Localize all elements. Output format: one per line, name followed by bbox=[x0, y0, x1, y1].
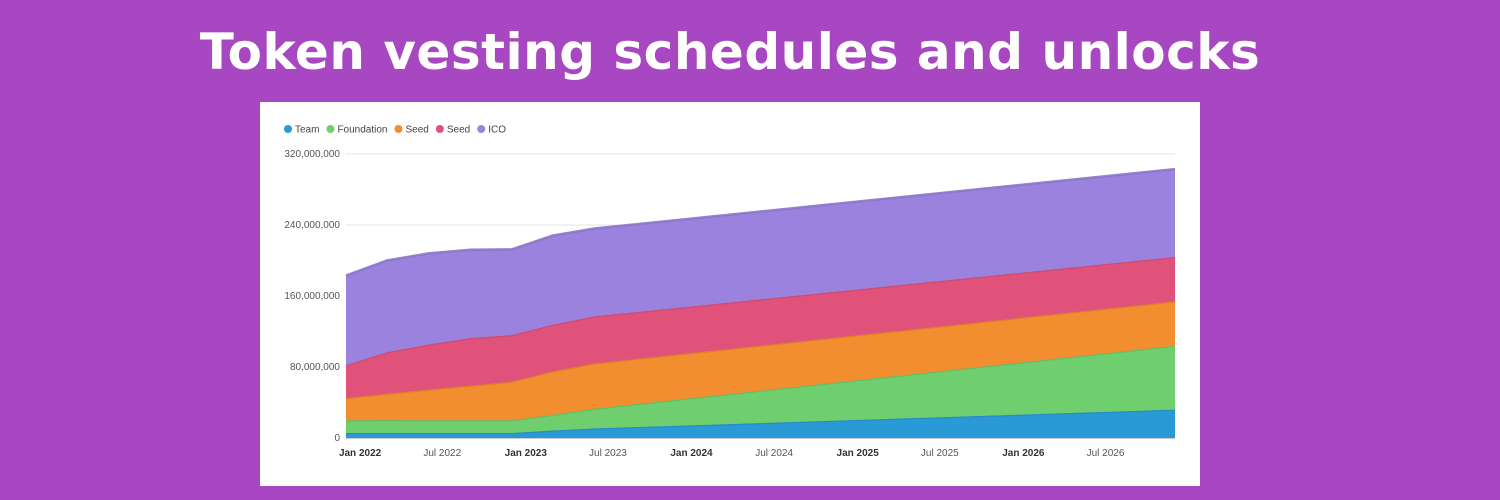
y-tick-label: 80,000,000 bbox=[290, 362, 340, 373]
axis-layer: 0 80,000,000 160,000,000 240,000,000 320,000… bbox=[284, 149, 1175, 459]
x-tick-label: Jan 2026 bbox=[1002, 448, 1045, 459]
legend-item-3[interactable]: Seed bbox=[435, 125, 470, 136]
area-series-2[interactable] bbox=[346, 301, 1175, 421]
x-tick-label: Jan 2023 bbox=[505, 448, 548, 459]
y-tick-label: 240,000,000 bbox=[284, 220, 340, 231]
legend-label: Team bbox=[295, 125, 319, 136]
legend-label: Seed bbox=[406, 125, 429, 136]
legend-swatch bbox=[477, 125, 486, 133]
x-tick-label: Jul 2022 bbox=[423, 448, 461, 459]
stacked-area-chart: 0 80,000,000 160,000,000 240,000,000 320,000… bbox=[284, 125, 1176, 459]
area-series-3[interactable] bbox=[346, 257, 1175, 399]
area-series-1[interactable] bbox=[346, 345, 1175, 433]
area-layer bbox=[345, 167, 1176, 438]
x-tick-label: Jul 2025 bbox=[921, 448, 959, 459]
legend-swatch bbox=[326, 125, 335, 133]
legend-swatch bbox=[284, 125, 292, 133]
x-tick-label: Jan 2022 bbox=[339, 448, 382, 459]
x-tick-label: Jan 2025 bbox=[837, 448, 880, 459]
chart-card: 0 80,000,000 160,000,000 240,000,000 320,000… bbox=[260, 102, 1200, 486]
y-tick-label: 160,000,000 bbox=[284, 291, 340, 302]
x-tick-label: Jul 2026 bbox=[1087, 448, 1125, 459]
legend-swatch bbox=[435, 125, 444, 133]
x-tick-label: Jul 2024 bbox=[755, 448, 793, 459]
legend-label: Seed bbox=[447, 125, 470, 136]
legend-label: ICO bbox=[488, 125, 506, 136]
legend-item-4[interactable]: ICO bbox=[477, 125, 506, 136]
x-tick-label: Jul 2023 bbox=[589, 448, 627, 459]
legend-swatch bbox=[394, 125, 403, 133]
area-series-line-4 bbox=[345, 167, 1176, 277]
x-tick-label: Jan 2024 bbox=[670, 448, 713, 459]
page-title: Token vesting schedules and unlocks bbox=[199, 23, 1261, 81]
legend-item-0[interactable]: Team bbox=[284, 125, 319, 136]
legend: Team Foundation Seed Seed ICO bbox=[284, 125, 506, 136]
legend-label: Foundation bbox=[337, 125, 387, 136]
legend-item-2[interactable]: Seed bbox=[394, 125, 429, 136]
legend-item-1[interactable]: Foundation bbox=[326, 125, 388, 136]
area-series-line-3 bbox=[345, 255, 1176, 367]
y-tick-label: 320,000,000 bbox=[284, 149, 340, 160]
y-tick-label: 0 bbox=[334, 433, 340, 444]
area-series-4[interactable] bbox=[346, 169, 1175, 366]
